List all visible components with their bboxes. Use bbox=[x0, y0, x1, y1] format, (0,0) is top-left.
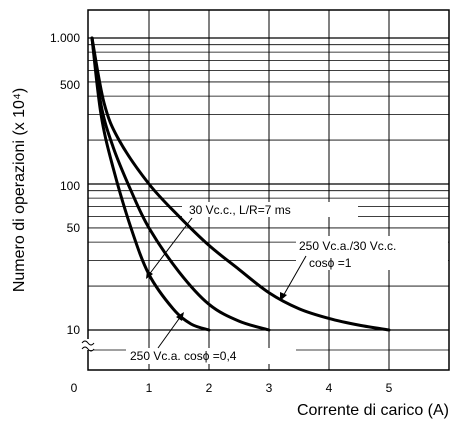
curves bbox=[90, 36, 391, 332]
x-tick-labels: 0 1 2 3 4 5 bbox=[71, 381, 393, 395]
y-tick-label: 100 bbox=[60, 179, 80, 193]
y-tick-label: 10 bbox=[67, 323, 81, 337]
x-tick-label: 3 bbox=[266, 381, 273, 395]
series-line-2 bbox=[90, 36, 391, 332]
y-tick-labels: 1.000 500 100 50 10 bbox=[50, 31, 80, 337]
x-axis-title: Corrente di carico (A) bbox=[297, 402, 449, 419]
y-tick-label: 500 bbox=[60, 78, 80, 92]
y-tick-label: 1.000 bbox=[50, 31, 80, 45]
annotation-30vcc: 30 Vc.c., L/R=7 ms bbox=[146, 202, 358, 279]
x-tick-label: 2 bbox=[206, 381, 213, 395]
plot-frame bbox=[87, 9, 450, 371]
series-line-1 bbox=[90, 36, 271, 332]
annotation-250vca-cos04: 250 Vc.a. cosϕ =0,4 bbox=[126, 312, 296, 364]
x-tick-label: 4 bbox=[326, 381, 333, 395]
annotation-label: 250 Vc.a./30 Vc.c. bbox=[299, 239, 396, 253]
annotation-label: cosϕ =1 bbox=[309, 256, 352, 270]
annotation-label: 30 Vc.c., L/R=7 ms bbox=[189, 203, 291, 217]
annotation-label: 250 Vc.a. cosϕ =0,4 bbox=[130, 349, 237, 363]
x-tick-label: 0 bbox=[71, 381, 78, 395]
y-axis-break-mark bbox=[81, 339, 95, 352]
y-tick-label: 50 bbox=[67, 221, 81, 235]
x-tick-label: 1 bbox=[146, 381, 153, 395]
series-line-3 bbox=[90, 36, 211, 332]
y-axis-title: Numero di operazioni (x 10⁴) bbox=[11, 88, 28, 292]
annotation-250vca-cos1: 250 Vc.a./30 Vc.c. cosϕ =1 bbox=[280, 236, 448, 301]
x-tick-label: 5 bbox=[386, 381, 393, 395]
major-gridlines bbox=[88, 10, 449, 370]
